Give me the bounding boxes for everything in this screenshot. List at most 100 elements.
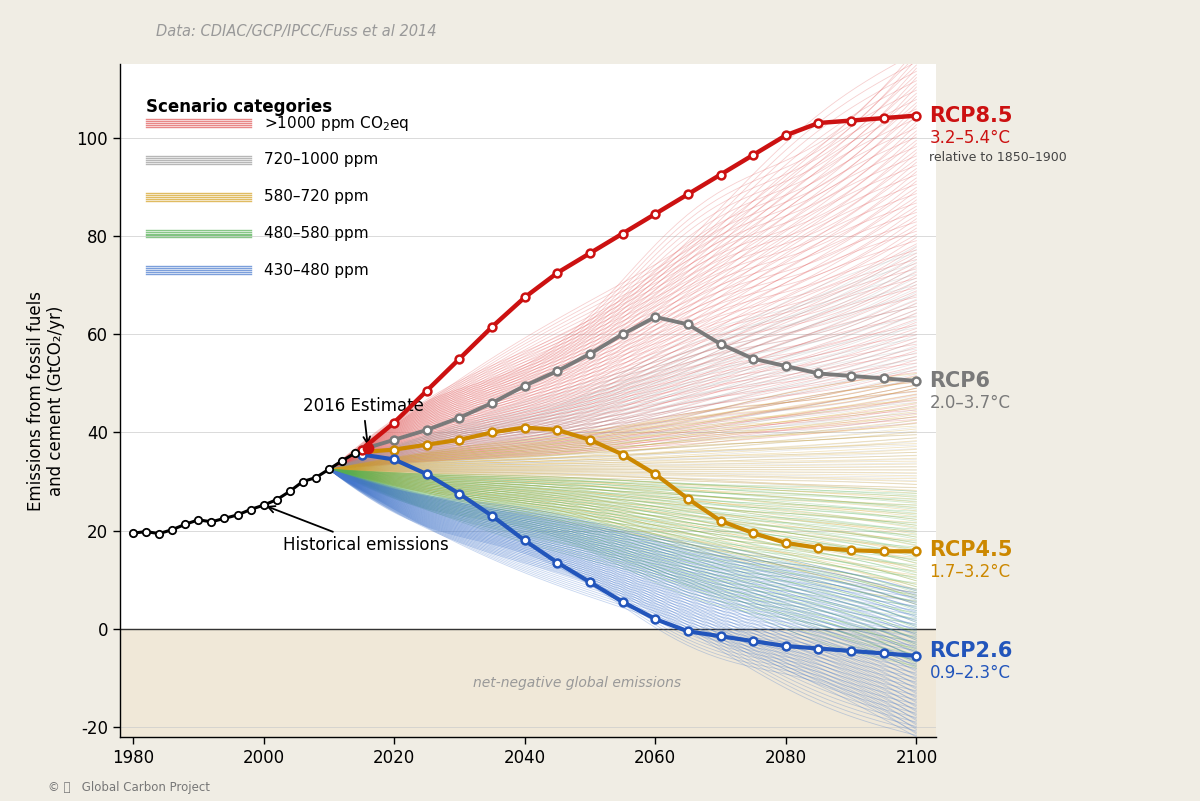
Point	[841, 544, 860, 557]
Point	[581, 576, 600, 589]
Point	[150, 527, 169, 540]
Point	[907, 650, 926, 662]
Point	[384, 453, 403, 466]
Point	[874, 545, 893, 557]
Text: 3.2–5.4°C: 3.2–5.4°C	[930, 129, 1010, 147]
Point	[744, 148, 763, 161]
Point	[293, 475, 312, 488]
Point	[384, 433, 403, 446]
Point	[547, 364, 566, 377]
Text: Historical emissions: Historical emissions	[268, 506, 449, 553]
Point	[581, 348, 600, 360]
Point	[646, 613, 665, 626]
Point	[776, 537, 796, 549]
Point	[841, 115, 860, 127]
Point	[613, 595, 632, 608]
Point	[202, 515, 221, 528]
Point	[515, 380, 534, 392]
Point	[581, 433, 600, 446]
Point	[359, 441, 378, 454]
Point	[450, 411, 469, 424]
Text: 580–720 ppm: 580–720 ppm	[264, 189, 368, 204]
Point	[874, 372, 893, 384]
Y-axis label: Emissions from fossil fuels
and cement (GtCO₂/yr): Emissions from fossil fuels and cement (…	[26, 291, 66, 510]
Point	[163, 523, 182, 536]
Point	[418, 438, 437, 451]
Point	[874, 647, 893, 660]
Point	[678, 318, 697, 331]
Text: 720–1000 ppm: 720–1000 ppm	[264, 152, 378, 167]
Point	[280, 485, 299, 497]
Point	[124, 527, 143, 540]
Bar	[120, 629, 936, 737]
Point	[515, 421, 534, 434]
Point	[319, 463, 338, 476]
Point	[137, 525, 156, 538]
Point	[384, 417, 403, 429]
Point	[710, 630, 730, 642]
Text: 430–480 ppm: 430–480 ppm	[264, 263, 368, 278]
Point	[809, 367, 828, 380]
Point	[646, 311, 665, 324]
Point	[352, 448, 371, 461]
Text: Scenario categories: Scenario categories	[146, 99, 332, 116]
Point	[482, 426, 502, 439]
Point	[744, 352, 763, 365]
Point	[547, 556, 566, 569]
Text: relative to 1850–1900: relative to 1850–1900	[930, 151, 1067, 164]
Point	[241, 503, 260, 516]
Point	[450, 433, 469, 446]
Text: 480–580 ppm: 480–580 ppm	[264, 226, 368, 241]
Text: 0.9–2.3°C: 0.9–2.3°C	[930, 664, 1010, 682]
Point	[646, 207, 665, 220]
Point	[482, 320, 502, 333]
Point	[907, 545, 926, 557]
Point	[744, 634, 763, 647]
Point	[678, 625, 697, 638]
Point	[418, 424, 437, 437]
Point	[547, 267, 566, 280]
Point	[776, 360, 796, 372]
Point	[613, 328, 632, 340]
Point	[907, 374, 926, 387]
Point	[352, 445, 371, 458]
Point	[874, 111, 893, 124]
Text: © ⓘ   Global Carbon Project: © ⓘ Global Carbon Project	[48, 782, 210, 795]
Point	[384, 443, 403, 456]
Point	[710, 514, 730, 527]
Point	[268, 493, 287, 506]
Point	[809, 541, 828, 554]
Text: Data: CDIAC/GCP/IPCC/Fuss et al 2014: Data: CDIAC/GCP/IPCC/Fuss et al 2014	[156, 24, 437, 39]
Text: RCP6: RCP6	[930, 371, 990, 391]
Text: >1000 ppm CO$_2$eq: >1000 ppm CO$_2$eq	[264, 114, 409, 132]
Point	[907, 109, 926, 122]
Text: net-negative global emissions: net-negative global emissions	[473, 676, 682, 690]
Point	[346, 447, 365, 460]
Point	[450, 487, 469, 500]
Text: RCP4.5: RCP4.5	[930, 541, 1013, 560]
Point	[418, 468, 437, 481]
Point	[841, 369, 860, 382]
Point	[744, 527, 763, 540]
Point	[678, 187, 697, 200]
Point	[710, 337, 730, 350]
Text: RCP2.6: RCP2.6	[930, 641, 1013, 661]
Point	[306, 471, 325, 484]
Point	[215, 512, 234, 525]
Point	[482, 509, 502, 522]
Text: 2016 Estimate: 2016 Estimate	[302, 397, 424, 444]
Point	[809, 117, 828, 130]
Point	[352, 443, 371, 456]
Point	[332, 454, 352, 467]
Point	[188, 513, 208, 526]
Point	[482, 396, 502, 409]
Text: 1.7–3.2°C: 1.7–3.2°C	[930, 563, 1010, 582]
Text: RCP8.5: RCP8.5	[930, 106, 1013, 126]
Point	[515, 534, 534, 547]
Point	[776, 640, 796, 653]
Point	[547, 424, 566, 437]
Point	[613, 227, 632, 240]
Point	[581, 247, 600, 260]
Point	[646, 468, 665, 481]
Point	[450, 352, 469, 365]
